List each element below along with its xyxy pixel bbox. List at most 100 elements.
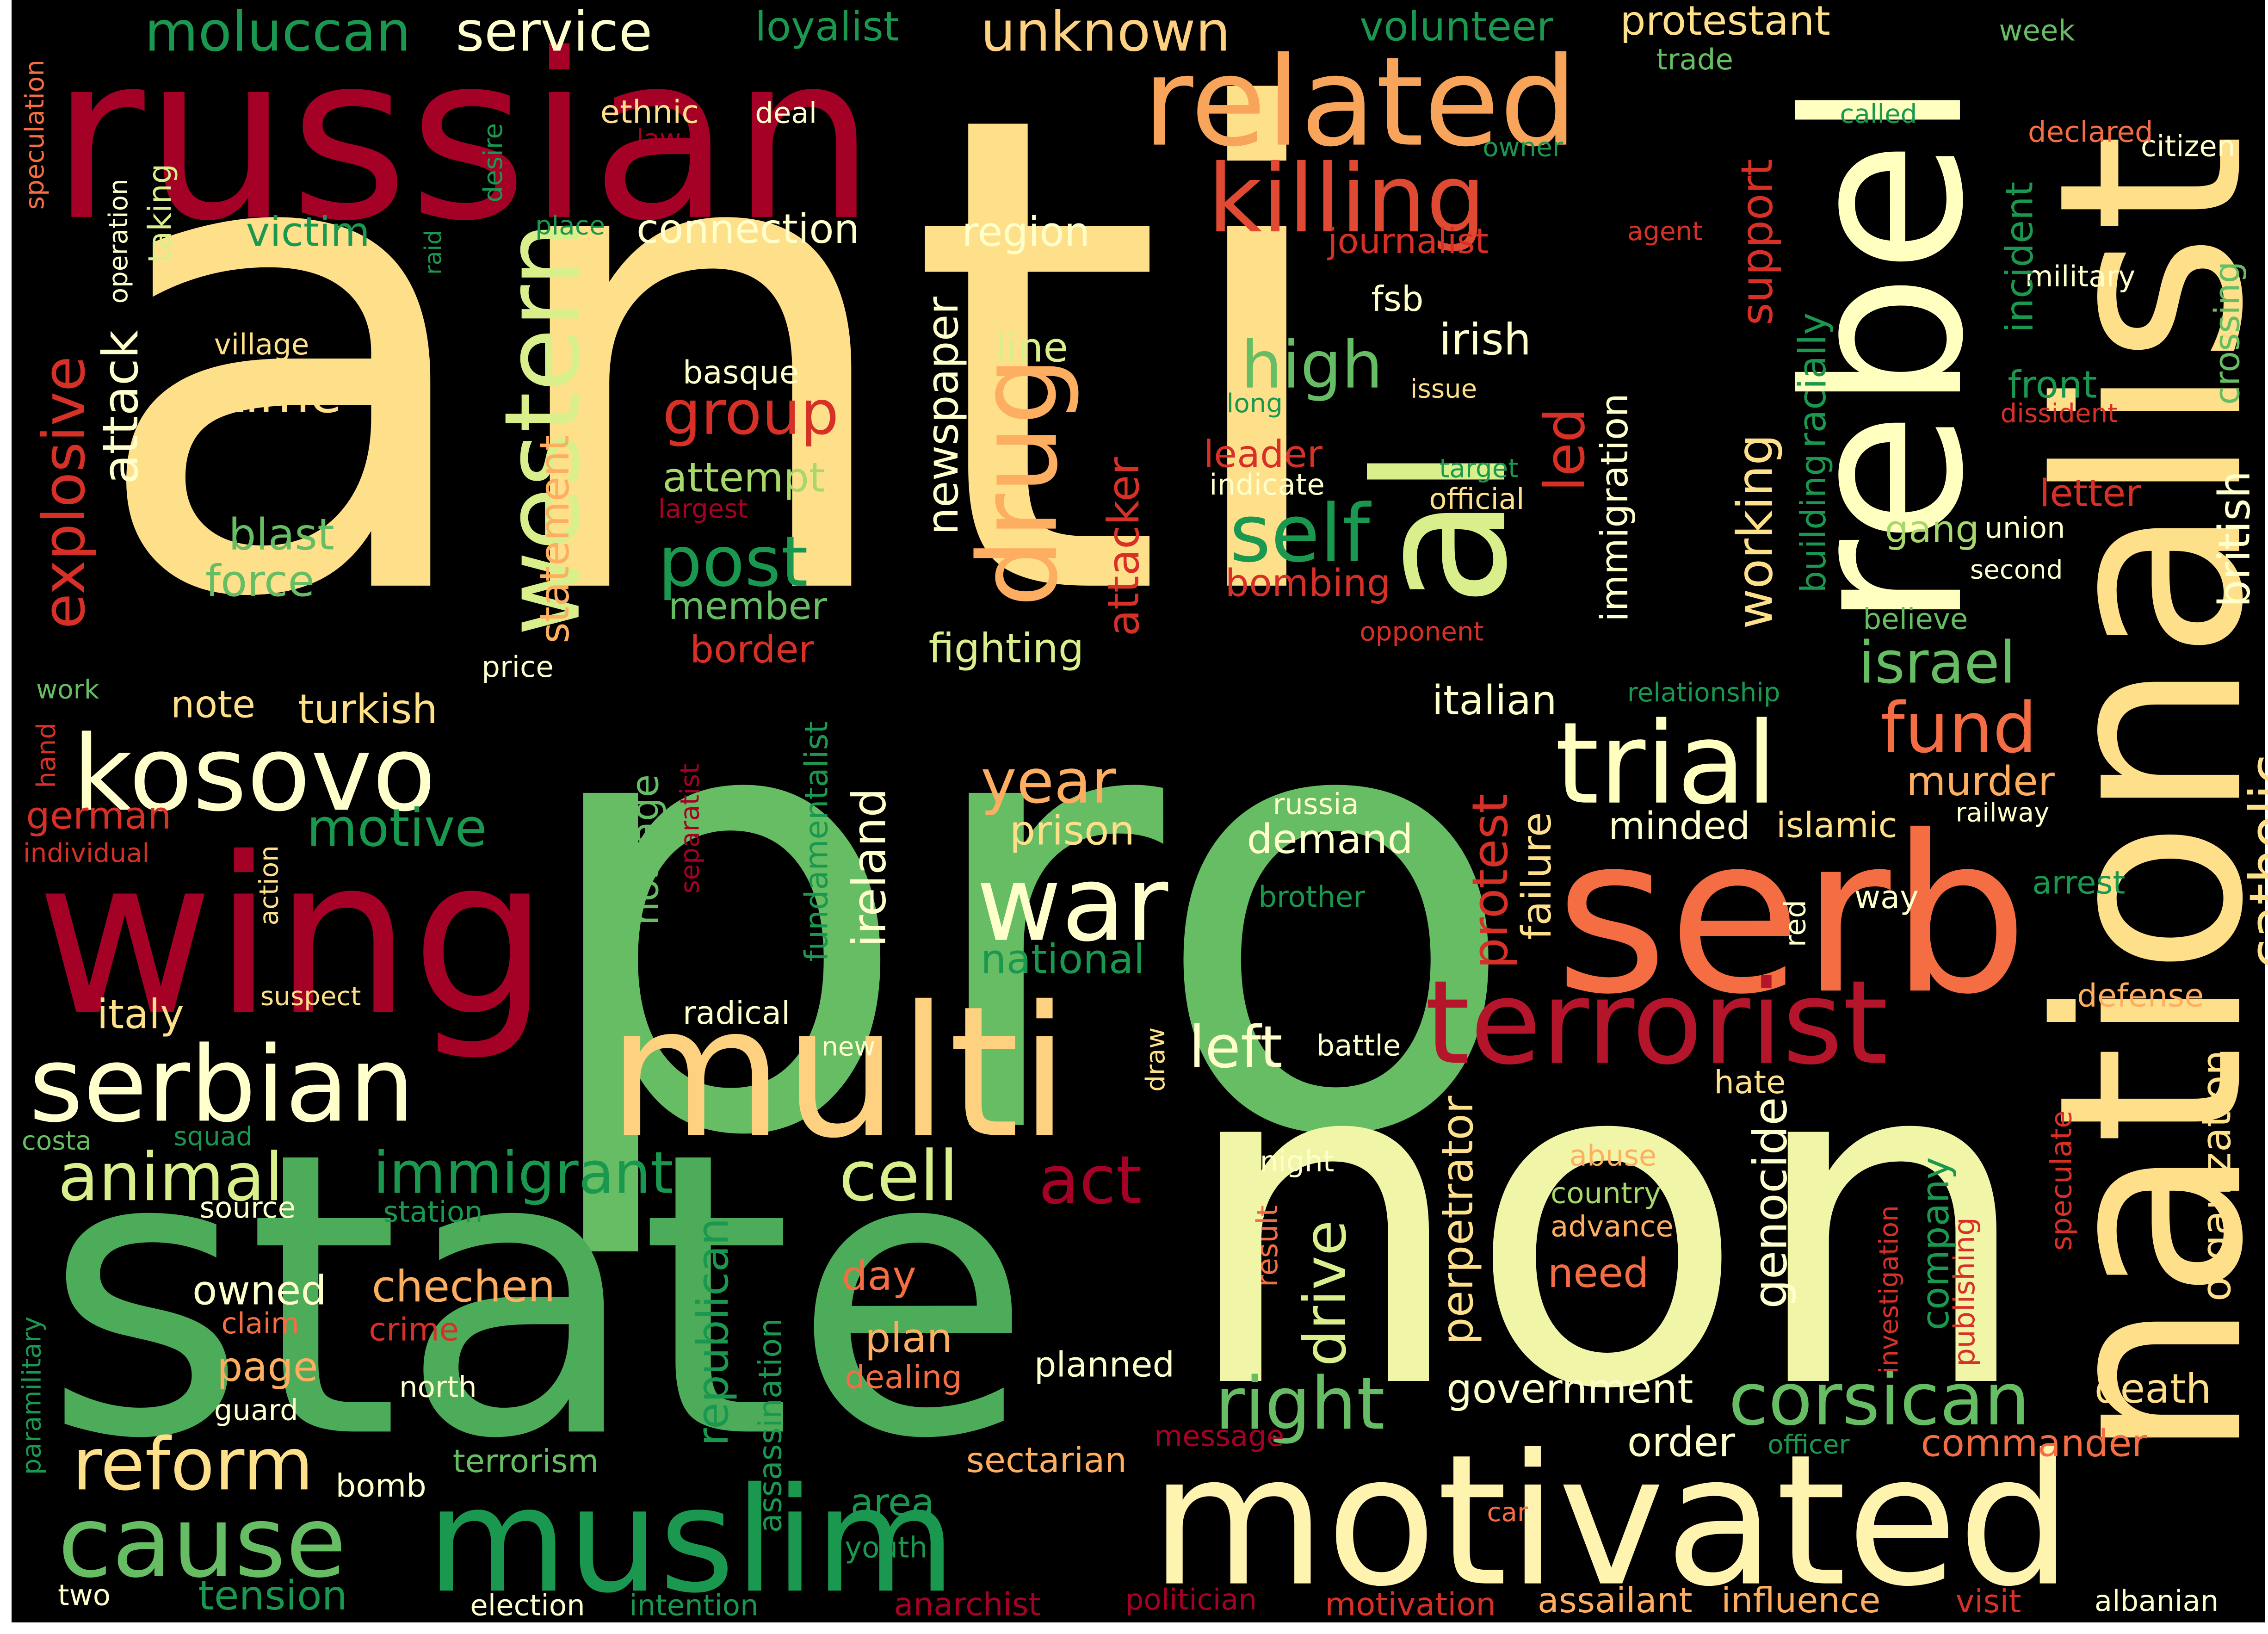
cloud-word: force (205, 556, 315, 607)
cloud-word: war (976, 844, 1168, 965)
cloud-word: prison (1010, 807, 1135, 854)
cloud-word: loyalist (755, 3, 899, 50)
cloud-word: moluccan (145, 0, 411, 64)
cloud-word: immigrant (373, 1140, 674, 1207)
cloud-word: government (1446, 1365, 1693, 1412)
cloud-word: squad (173, 1122, 253, 1152)
cloud-word: blast (229, 510, 334, 560)
cloud-word: wing (36, 811, 549, 1064)
cloud-word: relationship (1627, 678, 1780, 708)
cloud-word: al (1337, 446, 1547, 607)
cloud-word: nationalist (2004, 134, 2268, 1461)
cloud-word: russia (1273, 787, 1359, 821)
cloud-word: drug (956, 356, 1082, 607)
cloud-word: operation (104, 179, 134, 303)
cloud-word: fundamentalist (798, 721, 835, 962)
cloud-word: islamic (1776, 805, 1897, 846)
cloud-word: declared (2028, 115, 2153, 149)
cloud-word: fund (1880, 688, 2037, 768)
cloud-word: turkish (298, 686, 438, 733)
cloud-word: station (383, 1195, 483, 1229)
cloud-word: cell (839, 1136, 958, 1217)
cloud-word: year (981, 746, 1116, 817)
cloud-word: catholic (2238, 754, 2268, 969)
cloud-word: kosovo (72, 713, 436, 835)
cloud-word: investigation (1874, 1205, 1904, 1374)
cloud-word: trial (1555, 698, 1777, 829)
cloud-word: raid (420, 230, 447, 275)
cloud-word: railway (1956, 798, 2050, 828)
cloud-word: place (535, 210, 605, 241)
cloud-word: advance (1551, 1209, 1674, 1243)
cloud-background (12, 0, 2265, 1622)
cloud-word: volunteer (1360, 3, 1553, 50)
cloud-word: assassination (752, 1318, 789, 1533)
cloud-word: connection (637, 205, 859, 253)
cloud-word: car (1487, 1498, 1528, 1528)
cloud-word: terrorist (1425, 955, 1888, 1090)
cloud-word: planned (1034, 1344, 1174, 1385)
cloud-word: opponent (1360, 617, 1483, 647)
cloud-word: night (1260, 1145, 1335, 1178)
cloud-word: german (26, 794, 171, 838)
cloud-word: action (254, 845, 284, 925)
cloud-word: official (1429, 482, 1524, 516)
cloud-word: area (851, 1481, 934, 1525)
cloud-word: taking (142, 164, 179, 263)
cloud-word: reform (72, 1422, 314, 1506)
cloud-word: believe (1863, 602, 1968, 636)
cloud-word: separatist (675, 764, 705, 894)
cloud-word: drive (1292, 1220, 1359, 1366)
cloud-word: battle (1316, 1029, 1401, 1063)
cloud-word: work (36, 675, 99, 705)
cloud-word: draw (1141, 1027, 1171, 1092)
cloud-word: source (200, 1191, 296, 1225)
cloud-word: british (2209, 471, 2260, 607)
cloud-word: post (658, 522, 808, 602)
cloud-word: gang (1885, 508, 1979, 551)
cloud-word: front (2008, 364, 2097, 407)
cloud-word: italian (1432, 677, 1557, 724)
cloud-word: group (662, 378, 839, 448)
cloud-word: military (2025, 260, 2136, 293)
cloud-word: law (637, 124, 681, 154)
cloud-word: plan (865, 1315, 952, 1362)
cloud-word: target (1439, 453, 1518, 483)
cloud-word: albanian (2095, 1584, 2219, 1618)
cloud-word: demand (1247, 816, 1413, 863)
cloud-word: owner (1483, 133, 1563, 163)
cloud-word: called (1840, 99, 1917, 130)
cloud-word: tension (198, 1572, 347, 1619)
cloud-word: page (217, 1343, 318, 1391)
cloud-word: defense (2077, 977, 2204, 1014)
cloud-word: commander (1921, 1422, 2148, 1466)
cloud-word: brother (1258, 880, 1365, 914)
cloud-word: attack (92, 330, 149, 484)
cloud-word: leader (1204, 433, 1323, 477)
cloud-word: trade (1656, 43, 1733, 76)
cloud-word: hand (31, 723, 62, 788)
cloud-word: order (1627, 1419, 1735, 1466)
cloud-word: minded (1608, 805, 1750, 848)
cloud-word: high (1241, 328, 1383, 403)
cloud-word: largest (658, 494, 748, 524)
cloud-word: line (995, 324, 1068, 371)
cloud-word: radical (683, 995, 790, 1032)
cloud-word: motivation (1325, 1586, 1496, 1623)
cloud-word: indicate (1209, 468, 1325, 501)
cloud-word: bombing (1225, 562, 1390, 605)
cloud-word: protest (1462, 794, 1519, 969)
cloud-word: long (1227, 389, 1283, 419)
cloud-word: attempt (662, 454, 825, 501)
cloud-word: serbian (29, 1024, 415, 1145)
cloud-word: ireland (842, 788, 896, 947)
cloud-word: time (224, 364, 342, 425)
cloud-word: journalist (1327, 221, 1489, 261)
cloud-word: state (43, 1070, 1033, 1524)
cloud-word: rebel (1759, 80, 2011, 629)
cloud-word: publishing (1947, 1217, 1981, 1367)
cloud-word: non (1179, 959, 2035, 1489)
